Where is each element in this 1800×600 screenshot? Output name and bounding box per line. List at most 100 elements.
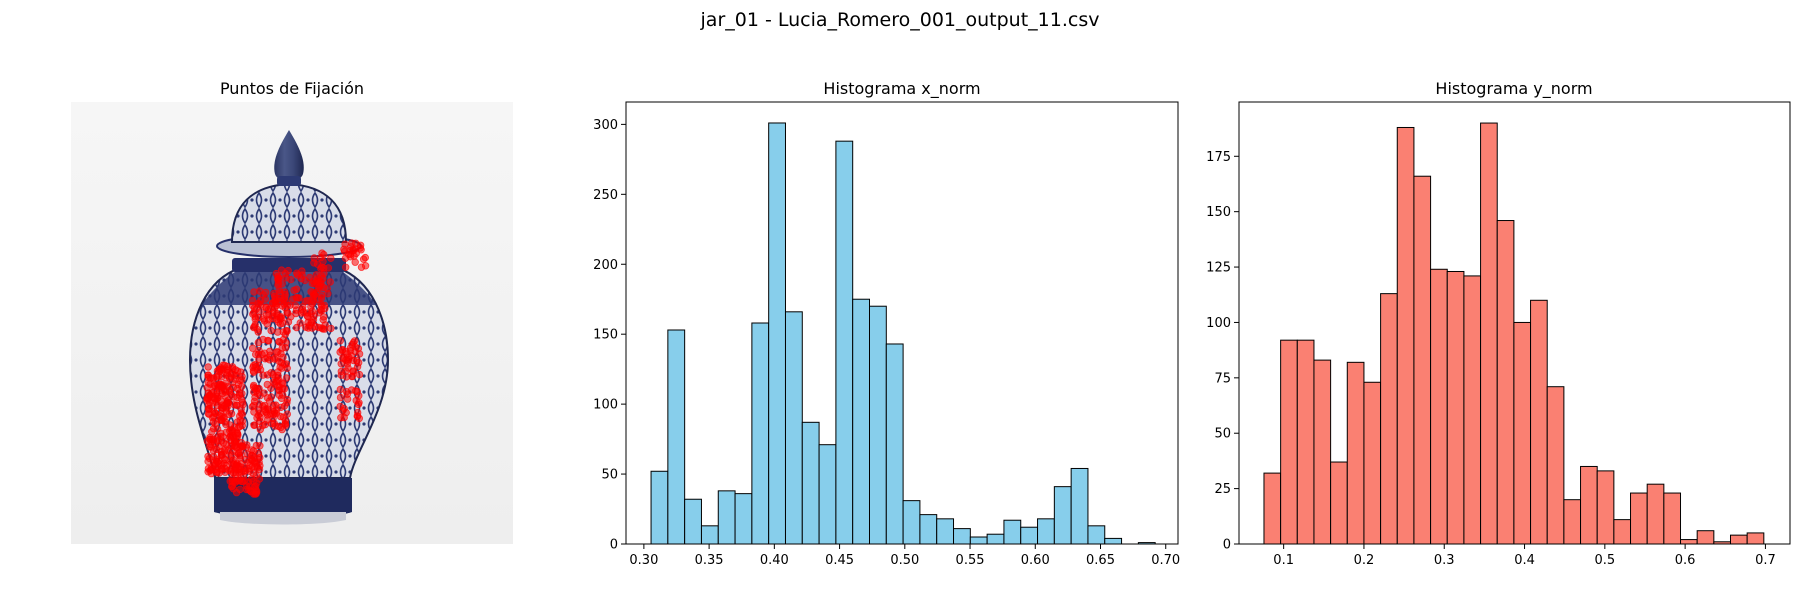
histogram-bar — [1087, 525, 1106, 545]
x-tick-label: 0.7 — [1755, 553, 1776, 568]
histogram-bar — [768, 122, 786, 545]
y-tick-label: 200 — [593, 258, 618, 273]
x-tick-label: 0.3 — [1434, 553, 1455, 568]
x-tick-label: 0.5 — [1594, 553, 1615, 568]
histogram-bar — [1746, 532, 1765, 545]
histogram-bar — [1346, 361, 1365, 545]
histogram-bar — [1296, 339, 1315, 545]
histogram-bar — [1630, 492, 1648, 545]
x-tick-label: 0.50 — [890, 553, 919, 568]
histogram-bar — [1396, 126, 1415, 545]
histogram-bar — [1580, 465, 1598, 545]
histogram-bar — [1680, 539, 1698, 545]
x-tick-label: 0.65 — [1086, 553, 1115, 568]
histogram-bar — [1280, 339, 1298, 545]
y-tick-label: 300 — [593, 118, 618, 133]
y-tick-label: 75 — [1214, 371, 1231, 386]
histogram-x-yaxis: 0 50 100 150 200 250 300 — [593, 118, 626, 553]
y-tick-label: 175 — [1206, 150, 1231, 165]
histogram-bar — [936, 518, 955, 545]
y-tick-label: 150 — [1206, 205, 1231, 220]
jar-photo — [71, 102, 513, 544]
histogram-x-norm: Histograma x_norm 0.30 0.35 0.40 0.45 0.50 0.… — [593, 79, 1180, 568]
histogram-bar — [1546, 386, 1565, 545]
histogram-bar — [751, 322, 770, 545]
histogram-bar — [1729, 534, 1748, 545]
histogram-y-bars — [1263, 122, 1765, 545]
histogram-bar — [818, 444, 837, 545]
histogram-bar — [1530, 299, 1548, 545]
histogram-bar — [1663, 492, 1682, 545]
histogram-bar — [801, 421, 820, 545]
figure-suptitle: jar_01 - Lucia_Romero_001_output_11.csv — [700, 9, 1100, 31]
histogram-y-xaxis: 0.1 0.2 0.3 0.4 0.5 0.6 0.7 — [1273, 544, 1776, 568]
fixation-points — [203, 239, 370, 498]
y-tick-label: 50 — [601, 468, 618, 483]
histogram-bar — [885, 343, 904, 545]
histogram-bar — [1563, 499, 1582, 545]
x-tick-label: 0.35 — [695, 553, 724, 568]
y-tick-label: 0 — [610, 538, 618, 553]
histogram-bar — [1053, 486, 1072, 545]
x-tick-label: 0.70 — [1151, 553, 1180, 568]
histogram-bar — [1646, 483, 1665, 545]
histogram-bar — [784, 311, 803, 545]
histogram-x-xaxis: 0.30 0.35 0.40 0.45 0.50 0.55 0.60 0.65 0.70 — [629, 544, 1180, 568]
histogram-bar — [717, 490, 736, 545]
histogram-x-bars — [650, 122, 1156, 545]
histogram-bar — [986, 533, 1005, 545]
histogram-bar — [1596, 470, 1615, 545]
histogram-y-yaxis: 0 25 50 75 100 125 150 175 — [1206, 150, 1239, 553]
histogram-bar — [667, 329, 686, 545]
histogram-bar — [1463, 275, 1482, 545]
x-tick-label: 0.6 — [1675, 553, 1696, 568]
histogram-bar — [1104, 537, 1123, 545]
histogram-bar — [852, 298, 871, 545]
histogram-bar — [1330, 461, 1348, 545]
x-tick-label: 0.1 — [1273, 553, 1294, 568]
histogram-bar — [919, 514, 938, 545]
histogram-bar — [1380, 293, 1398, 545]
histogram-bar — [700, 525, 719, 545]
x-tick-label: 0.40 — [760, 553, 789, 568]
y-tick-label: 100 — [1206, 316, 1231, 331]
histogram-x-frame — [625, 101, 1179, 545]
y-tick-label: 125 — [1206, 261, 1231, 276]
histogram-bar — [1413, 175, 1432, 545]
histogram-y-frame — [1238, 101, 1791, 545]
x-tick-label: 0.60 — [1021, 553, 1050, 568]
histogram-bar — [969, 536, 988, 545]
y-tick-label: 0 — [1223, 538, 1231, 553]
y-tick-label: 150 — [593, 328, 618, 343]
histogram-bar — [835, 140, 854, 545]
histogram-bar — [869, 305, 887, 545]
histogram-bar — [1020, 526, 1039, 545]
histogram-bar — [650, 470, 669, 545]
histogram-x-title: Histograma x_norm — [823, 79, 980, 99]
histogram-bar — [953, 528, 971, 545]
histogram-bar — [1613, 519, 1632, 545]
histogram-bar — [1003, 519, 1022, 545]
x-tick-label: 0.4 — [1514, 553, 1535, 568]
histogram-bar — [1696, 530, 1715, 545]
y-tick-label: 25 — [1214, 482, 1231, 497]
histogram-bar — [902, 500, 921, 545]
histogram-bar — [684, 498, 702, 545]
histogram-bar — [1037, 518, 1055, 545]
image-panel-title: Puntos de Fijación — [220, 79, 364, 98]
histogram-bar — [1513, 321, 1532, 545]
x-tick-label: 0.55 — [956, 553, 985, 568]
histogram-bar — [1496, 220, 1515, 545]
y-tick-label: 50 — [1214, 427, 1231, 442]
y-tick-label: 250 — [593, 188, 618, 203]
y-tick-label: 100 — [593, 398, 618, 413]
histogram-bar — [1313, 359, 1332, 545]
histogram-bar — [1430, 268, 1448, 545]
histogram-y-title: Histograma y_norm — [1435, 79, 1592, 99]
histogram-bar — [1263, 472, 1282, 545]
x-tick-label: 0.45 — [825, 553, 854, 568]
histogram-bar — [1480, 122, 1498, 545]
x-tick-label: 0.30 — [629, 553, 658, 568]
x-tick-label: 0.2 — [1354, 553, 1375, 568]
